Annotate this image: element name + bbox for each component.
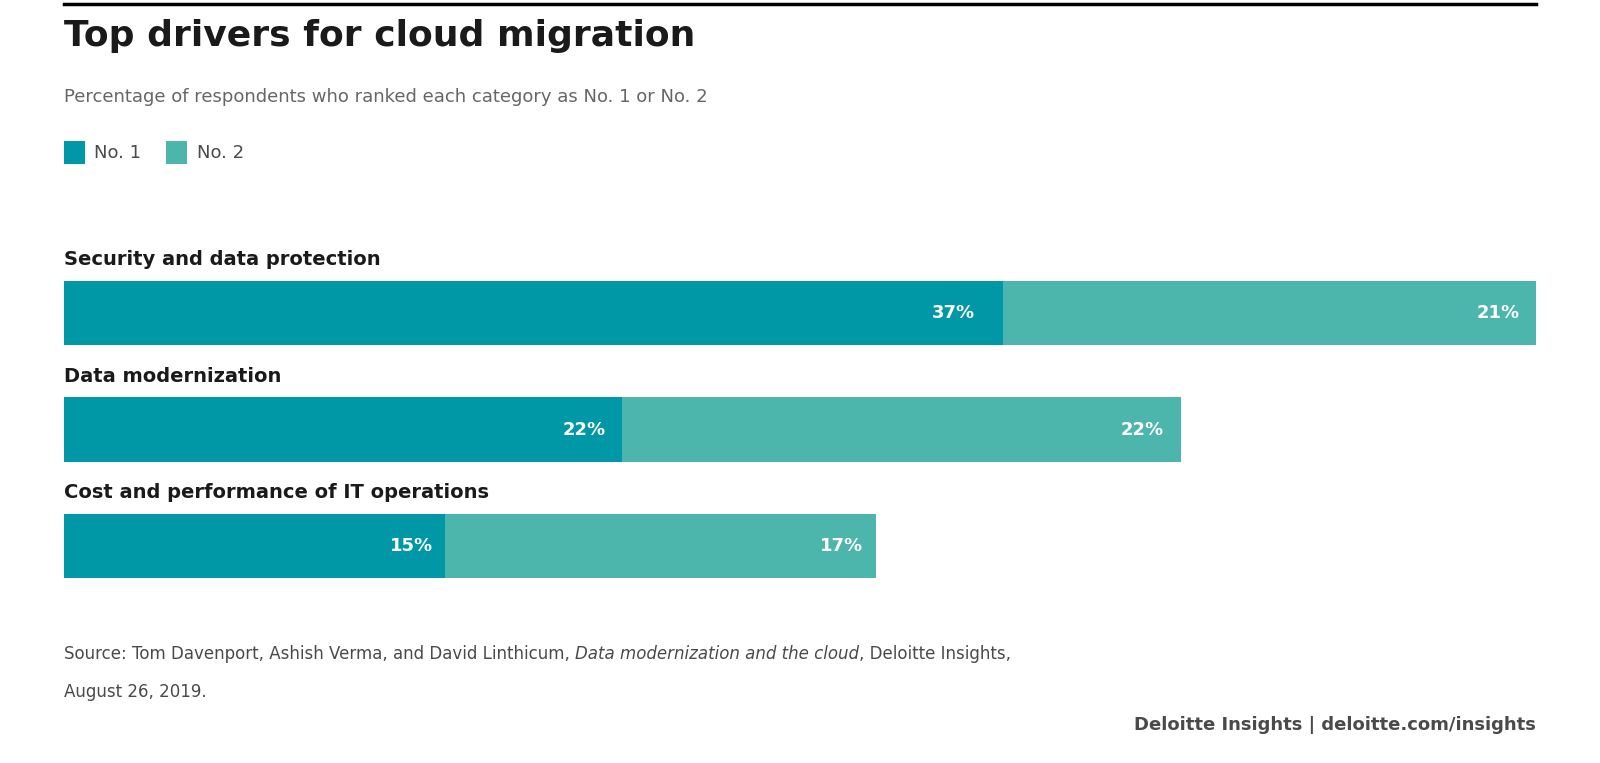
Bar <box>64 281 1003 345</box>
Text: 22%: 22% <box>1122 420 1163 439</box>
Bar <box>64 398 622 462</box>
Bar <box>445 514 877 578</box>
Text: No. 2: No. 2 <box>197 143 243 162</box>
Text: Top drivers for cloud migration: Top drivers for cloud migration <box>64 19 696 53</box>
Text: No. 1: No. 1 <box>94 143 141 162</box>
Text: Source: Tom Davenport, Ashish Verma, and David Linthicum,: Source: Tom Davenport, Ashish Verma, and… <box>64 645 574 663</box>
Text: 17%: 17% <box>821 537 862 555</box>
Text: 22%: 22% <box>563 420 605 439</box>
Text: Cost and performance of IT operations: Cost and performance of IT operations <box>64 484 490 503</box>
Bar <box>64 514 445 578</box>
Text: 37%: 37% <box>931 304 974 322</box>
Text: Security and data protection: Security and data protection <box>64 250 381 269</box>
Text: Data modernization and the cloud: Data modernization and the cloud <box>574 645 859 663</box>
Text: 15%: 15% <box>390 537 434 555</box>
Bar <box>622 398 1181 462</box>
Text: , Deloitte Insights,: , Deloitte Insights, <box>859 645 1011 663</box>
Text: Data modernization: Data modernization <box>64 367 282 386</box>
Text: Deloitte Insights | deloitte.com/insights: Deloitte Insights | deloitte.com/insight… <box>1134 716 1536 734</box>
Text: 21%: 21% <box>1477 304 1520 322</box>
Bar <box>1003 281 1536 345</box>
Text: Percentage of respondents who ranked each category as No. 1 or No. 2: Percentage of respondents who ranked eac… <box>64 88 707 106</box>
Text: August 26, 2019.: August 26, 2019. <box>64 683 206 701</box>
